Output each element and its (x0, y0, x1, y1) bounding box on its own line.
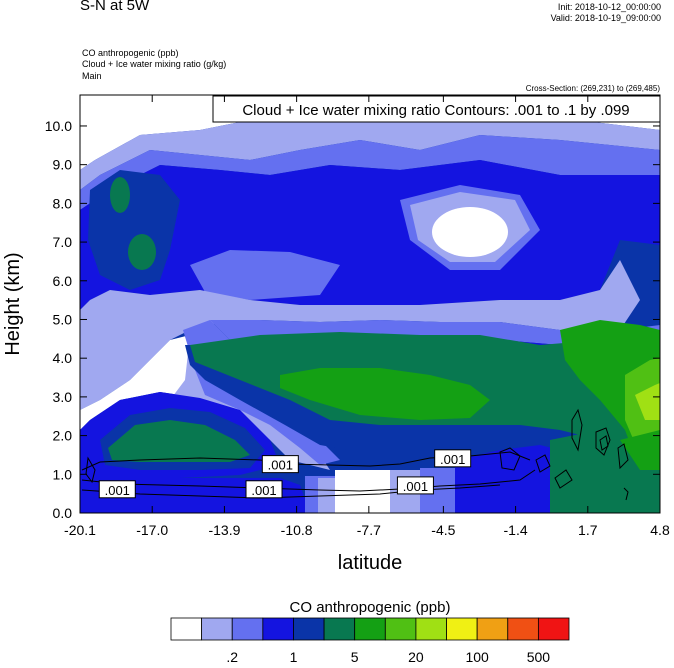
y-tick-label: 1.0 (53, 466, 73, 482)
x-tick-label: -20.1 (64, 522, 96, 538)
cloud-contour-line (81, 469, 536, 492)
filled-contours (80, 95, 660, 513)
colorbar-box (507, 617, 539, 641)
variable-label-main: Main (82, 71, 102, 81)
colorbar-box (323, 617, 356, 641)
colorbar-box (201, 617, 233, 641)
y-tick-label: 5.0 (53, 311, 73, 327)
x-tick-label: -4.5 (431, 522, 455, 538)
colorbar: .2 1 5 20 100 500 (170, 617, 570, 665)
cloud-contour-line (623, 487, 629, 501)
contour-label: .001 (251, 483, 276, 498)
colorbar-box (231, 617, 264, 641)
cloud-contour-line (599, 435, 609, 451)
colorbar-label: 5 (351, 649, 359, 665)
contour-band-lower-left-green (108, 420, 250, 462)
plot-frame (79, 94, 661, 514)
x-tick-label: -17.0 (136, 522, 168, 538)
y-axis-title: Height (km) (2, 252, 24, 355)
cloud-contour-line (535, 454, 551, 473)
colorbar-label: 1 (290, 649, 298, 665)
contour-label: .001 (268, 458, 293, 473)
y-tick-label: 6.0 (53, 273, 73, 289)
x-tick-label: -1.4 (504, 522, 528, 538)
init-time: Init: 2018-10-12_00:00:00 (557, 2, 661, 12)
contour-band-light-top (80, 110, 660, 190)
cross-section-label: Cross-Section: (269,231) to (269,485) (525, 84, 660, 93)
colorbar-label: 500 (527, 649, 551, 665)
cloud-contour-line (499, 447, 521, 471)
y-tick-label: 0.0 (53, 505, 73, 521)
cloud-contour-line (595, 427, 611, 456)
contour-label-box (261, 455, 299, 474)
cloud-contour-line (81, 484, 501, 499)
contour-band-bright-green (280, 368, 490, 420)
contour-band-light-upper (80, 260, 640, 410)
colorbar-box (262, 617, 294, 641)
contour-band-bottom-clean (335, 470, 390, 513)
y-tick-label: 3.0 (53, 389, 73, 405)
valid-time: Valid: 2018-10-19_09:00:00 (550, 13, 661, 23)
y-axis: 0.0 1.0 2.0 3.0 4.0 5.0 6.0 7.0 8.0 9.0 10.0 (45, 118, 660, 521)
colorbar-box (476, 617, 509, 641)
y-tick-label: 9.0 (53, 157, 73, 173)
x-tick-label: -7.7 (357, 522, 381, 538)
x-tick-label: -10.8 (281, 522, 313, 538)
colorbar-box (170, 617, 203, 641)
contour-band-bottom-right-green-b (620, 430, 660, 470)
colorbar-label: 20 (408, 649, 424, 665)
cloud-contour-line (554, 469, 573, 489)
contour-label-box (434, 449, 472, 468)
contour-band-green-left-b (128, 234, 156, 270)
contour-labels: .001 .001 .001 .001 .001 (98, 449, 472, 499)
x-axis: -20.1 -17.0 -13.9 -10.8 -7.7 -4.5 -1.4 1.7 4.8 (64, 95, 670, 538)
contour-info-box (212, 95, 661, 123)
x-axis-title: latitude (338, 552, 403, 574)
x-tick-label: 4.8 (650, 522, 670, 538)
contour-label: .001 (105, 483, 130, 498)
colorbar-box (293, 617, 325, 641)
x-tick-label: 1.7 (578, 522, 598, 538)
contour-band-green-left-a (110, 177, 130, 213)
colorbar-box (384, 617, 417, 641)
contour-band-yellow-green-right (635, 383, 660, 420)
cloud-contour-line (617, 443, 629, 470)
colorbar-label: .2 (226, 649, 238, 665)
y-tick-label: 10.0 (45, 118, 72, 134)
cloud-contour-line (571, 408, 583, 452)
plot-main-title: S-N at 5W (80, 0, 150, 14)
colorbar-label: 100 (465, 649, 489, 665)
contour-band-clean-right (432, 207, 508, 257)
contour-label-box (396, 476, 434, 495)
contour-info-text: Cloud + Ice water mixing ratio Contours:… (242, 102, 629, 119)
colorbar-title: CO anthropogenic (ppb) (290, 599, 451, 616)
y-tick-label: 7.0 (53, 234, 73, 250)
colorbar-box (354, 617, 386, 641)
contour-band-bottom-blue (455, 445, 560, 513)
contour-label: .001 (403, 479, 428, 494)
colorbar-box (415, 617, 447, 641)
cloud-contour-line (85, 456, 96, 484)
contour-label-box (245, 480, 283, 499)
contour-label-box (98, 480, 136, 499)
contour-band-medium-top (80, 135, 660, 210)
y-tick-label: 8.0 (53, 195, 73, 211)
contour-label: .001 (440, 452, 465, 467)
y-tick-label: 4.0 (53, 350, 73, 366)
x-tick-label: -13.9 (208, 522, 240, 538)
variable-label-co: CO anthropogenic (ppb) (82, 48, 179, 58)
y-tick-label: 2.0 (53, 428, 73, 444)
colorbar-box (446, 617, 478, 641)
colorbar-box (537, 617, 570, 641)
variable-label-cloud: Cloud + Ice water mixing ratio (g/kg) (82, 59, 227, 69)
